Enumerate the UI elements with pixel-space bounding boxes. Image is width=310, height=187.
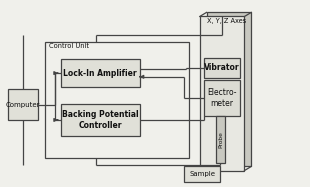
Text: Computer: Computer (6, 102, 40, 108)
Bar (204, 58, 240, 78)
Text: Backing Potential
Controller: Backing Potential Controller (62, 110, 139, 130)
Text: Control Unit: Control Unit (49, 43, 89, 49)
Text: X, Y, Z Axes: X, Y, Z Axes (207, 18, 247, 24)
Bar (46, 42, 189, 157)
Bar (184, 166, 220, 182)
Text: Lock-In Amplifier: Lock-In Amplifier (64, 69, 137, 78)
Bar (206, 12, 251, 166)
Bar (204, 80, 240, 116)
Text: Vibrator: Vibrator (204, 63, 240, 73)
Text: Electro-
meter: Electro- meter (207, 88, 237, 108)
Text: Sample: Sample (189, 171, 215, 177)
Bar (216, 116, 225, 163)
Bar (61, 59, 140, 87)
Bar (8, 89, 38, 120)
Text: Probe: Probe (218, 131, 223, 148)
Bar (200, 16, 245, 171)
Bar (61, 104, 140, 136)
